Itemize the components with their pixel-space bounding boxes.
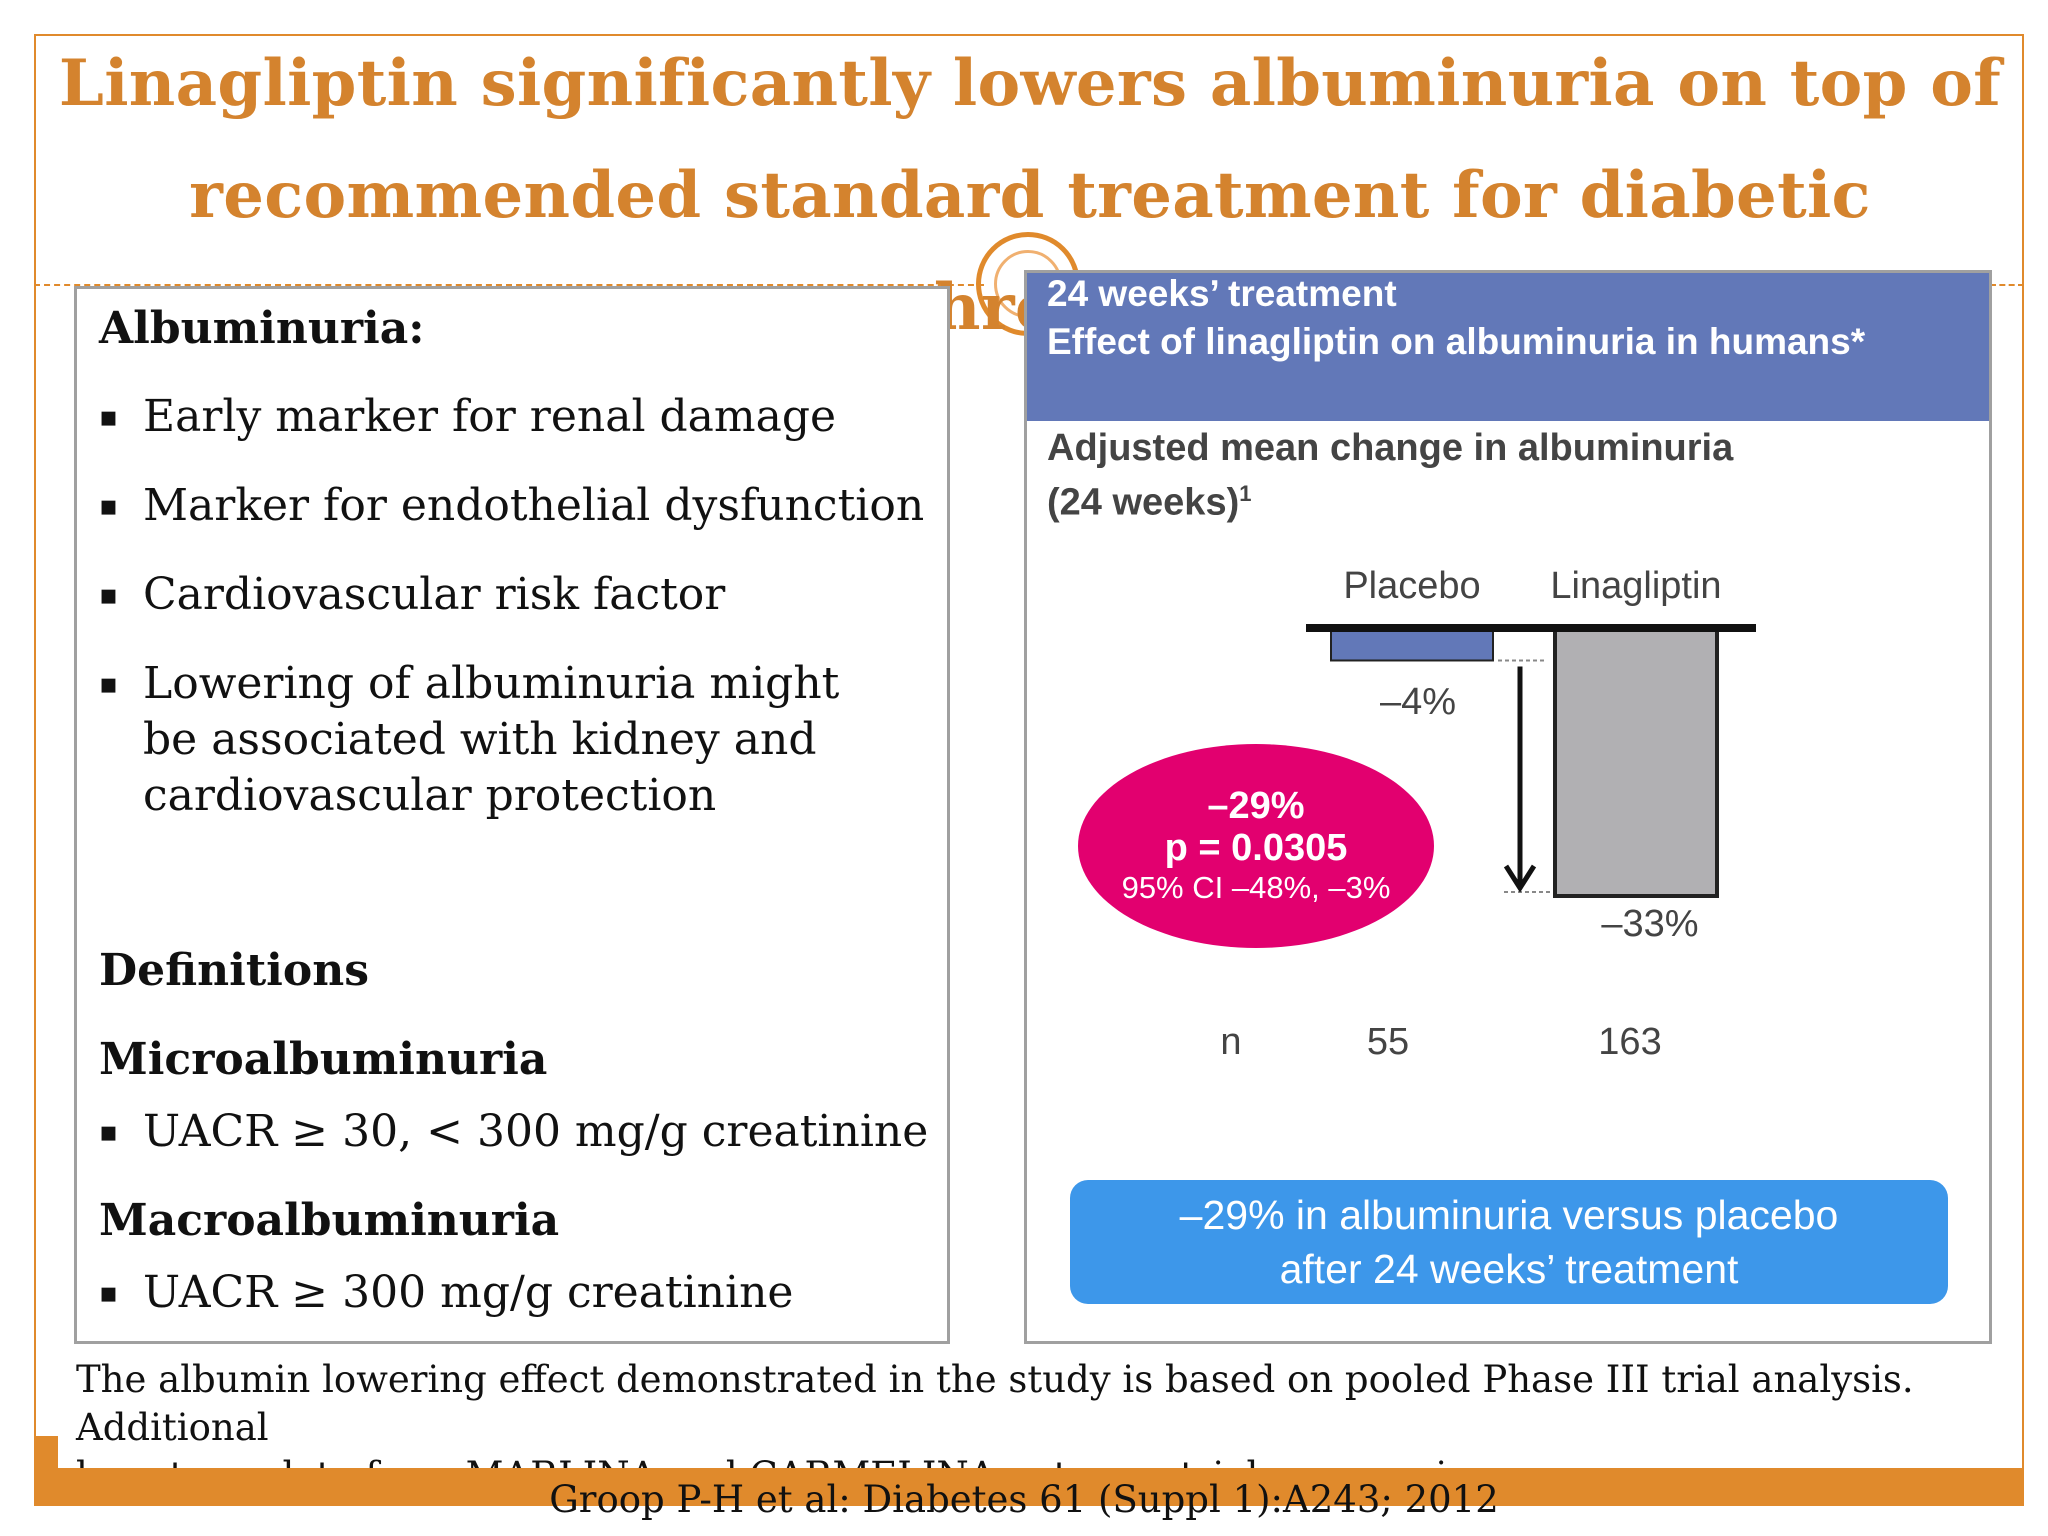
bullet-marker-icon: ▪: [99, 578, 118, 611]
frame-right-border: [2022, 34, 2024, 1474]
difference-ellipse: [1078, 744, 1434, 948]
frame-top-border: [34, 34, 2024, 36]
bullet-marker-icon: ▪: [99, 489, 118, 522]
albuminuria-info-panel: Albuminuria: ▪ Early marker for renal da…: [74, 286, 950, 1344]
results-header-line-1: 24 weeks’ treatment: [1047, 273, 1397, 314]
n-value-linagliptin: 163: [1598, 1021, 1661, 1063]
bullet-marker-icon: ▪: [99, 1276, 118, 1309]
albuminuria-heading: Albuminuria:: [99, 303, 425, 354]
difference-arrowhead-icon: [1503, 864, 1537, 893]
summary-callout: –29% in albuminuria versus placebo after…: [1070, 1180, 1948, 1304]
bullet-text: Early marker for renal damage: [143, 391, 837, 442]
summary-line-2: after 24 weeks’ treatment: [1279, 1246, 1739, 1292]
category-label: Linagliptin: [1550, 565, 1721, 607]
citation: Groop P-H et al: Diabetes 61 (Suppl 1):A…: [549, 1478, 1499, 1521]
slide-title-line-1: Linagliptin significantly lowers albumin…: [58, 46, 2002, 121]
bullet-marker-icon: ▪: [99, 400, 118, 433]
footnote-line-1: The albumin lowering effect demonstrated…: [76, 1358, 1914, 1449]
macroalbuminuria-heading: Macroalbuminuria: [99, 1195, 560, 1246]
category-label: Placebo: [1343, 565, 1480, 607]
definitions-heading: Definitions: [99, 945, 369, 996]
bullet-text: Cardiovascular risk factor: [143, 569, 726, 620]
chart-subtitle: Adjusted mean change in albuminuria (24 …: [1047, 425, 1733, 526]
chart-subtitle-line-1: Adjusted mean change in albuminuria: [1047, 427, 1734, 469]
bullet-marker-icon: ▪: [99, 1115, 118, 1148]
bottom-accent-bar: [34, 1468, 2024, 1506]
chart-subtitle-period: (24 weeks): [1047, 481, 1240, 524]
frame-left-border: [34, 34, 36, 1474]
results-header: 24 weeks’ treatment Effect of linaglipti…: [1027, 273, 1989, 421]
bullet-marker-icon: ▪: [99, 667, 118, 700]
difference-ci: 95% CI –48%, –3%: [1122, 870, 1391, 905]
footnote-ref: 1: [1239, 481, 1252, 506]
bar-placebo: [1330, 627, 1494, 662]
title-divider-left: [34, 284, 984, 286]
difference-p-value: p = 0.0305: [1165, 827, 1348, 869]
n-label: n: [1220, 1021, 1241, 1063]
difference-value: –29%: [1207, 785, 1304, 827]
value-label-placebo: –4%: [1380, 681, 1456, 723]
n-value-placebo: 55: [1367, 1021, 1409, 1063]
bullet-text: Lowering of albuminuria might be associa…: [143, 658, 840, 821]
bullet-text: Marker for endothelial dysfunction: [143, 480, 925, 531]
value-label-linagliptin: –33%: [1601, 903, 1698, 945]
chart-subtitle-line-2: (24 weeks)1: [1047, 471, 1733, 526]
bar-linagliptin: [1553, 626, 1719, 898]
bullet-text: UACR ≥ 30, < 300 mg/g creatinine: [143, 1106, 929, 1157]
summary-line-1: –29% in albuminuria versus placebo: [1179, 1192, 1839, 1238]
title-divider-right: [1990, 284, 2024, 286]
bullet-text: UACR ≥ 300 mg/g creatinine: [143, 1267, 794, 1318]
results-header-line-2: Effect of linagliptin on albuminuria in …: [1047, 321, 1866, 362]
microalbuminuria-heading: Microalbuminuria: [99, 1034, 548, 1085]
